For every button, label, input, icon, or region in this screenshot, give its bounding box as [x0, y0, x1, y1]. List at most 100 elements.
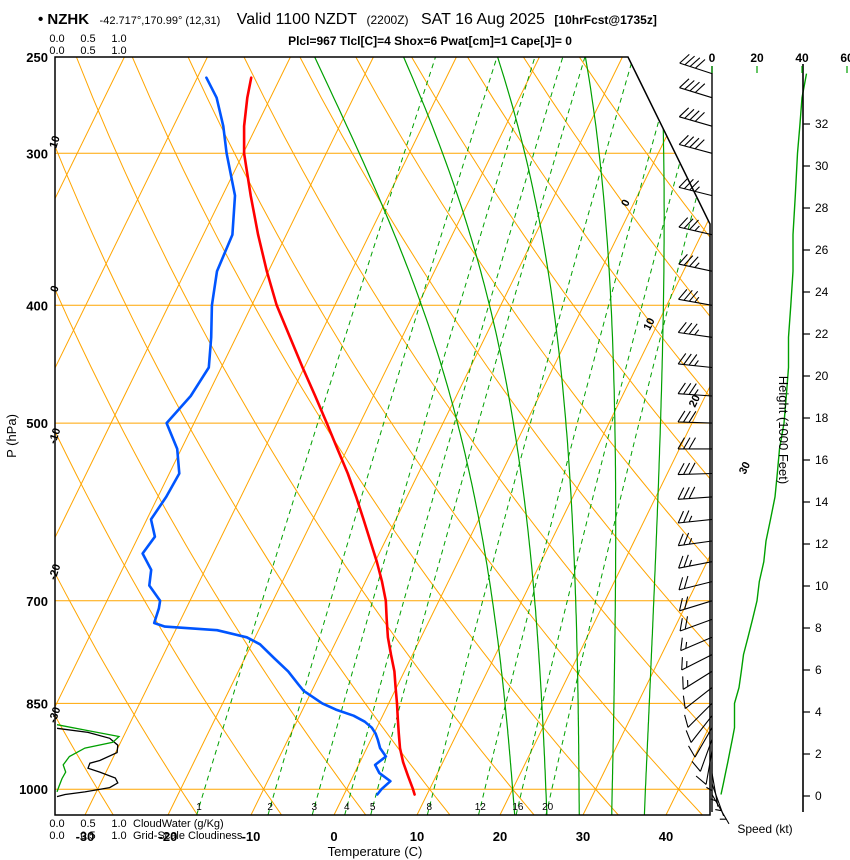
dry-adiabat-label: -30 [47, 706, 63, 725]
height-tick-label: 26 [815, 243, 829, 257]
height-tick-label: 22 [815, 327, 829, 341]
mixing-ratio-label: 8 [427, 802, 433, 813]
isotherm-label: 30 [737, 460, 753, 476]
moist-adiabat-line [497, 57, 580, 815]
mixing-ratio-label: 2 [267, 802, 273, 813]
mixing-ratio-label: 1 [196, 802, 202, 813]
mixing-ratio-label: 4 [344, 802, 350, 813]
pressure-tick-label: 300 [26, 146, 48, 161]
temp-tick-label: 40 [659, 829, 673, 844]
wind-barb [711, 794, 730, 825]
moist-adiabat-line [643, 57, 665, 815]
cloudiness-scale-top: 0.5 [80, 45, 95, 57]
wind-barb [677, 462, 713, 476]
cloudwater-legend: CloudWater (g/Kg) [133, 818, 224, 830]
cloudiness-legend: Grid-Scale Cloudiness [133, 830, 243, 842]
cloudwater-scale-bottom: 1.0 [111, 818, 126, 830]
dry-adiabat-label: -10 [47, 427, 63, 446]
wind-barb [679, 53, 713, 75]
wind-barb [679, 616, 713, 632]
temp-tick-label: 20 [493, 829, 507, 844]
wind-barb [678, 596, 713, 612]
wind-barb [706, 762, 713, 797]
pressure-tick-label: 400 [26, 298, 48, 313]
height-tick-label: 6 [815, 663, 822, 677]
mixing-ratio-label: 20 [542, 802, 554, 813]
cloudiness-scale-bottom: 0.0 [49, 830, 64, 842]
cloudwater-scale-top: 0.5 [80, 33, 95, 45]
height-tick-label: 30 [815, 159, 829, 173]
wind-barb [678, 134, 713, 154]
moist-adiabat-line [314, 57, 516, 815]
isotherm-line [55, 57, 291, 815]
wind-barbs-group [677, 53, 730, 825]
mixing-ratio-line [344, 57, 564, 815]
dry-adiabat-label: 0 [48, 284, 61, 294]
speed-tick-label: 60 [840, 51, 850, 65]
height-tick-label: 0 [815, 789, 822, 803]
moist-adiabat-line [584, 57, 617, 815]
temp-tick-label: 10 [410, 829, 424, 844]
dry-adiabat-line [467, 57, 710, 815]
mixing-ratio-line [267, 57, 498, 815]
cloudiness-scale-top: 0.0 [49, 45, 64, 57]
cloudwater-scale-bottom: 0.5 [80, 818, 95, 830]
cloudiness-scale-bottom: 1.0 [111, 830, 126, 842]
station-name: • NZHK [38, 11, 89, 28]
dry-adiabat-line [522, 57, 710, 815]
green-grid [196, 57, 710, 815]
station-coords: -42.717°,170.99° (12,31) [100, 15, 221, 27]
height-tick-label: 14 [815, 495, 829, 509]
height-tick-label: 4 [815, 705, 822, 719]
speed-axis-label: Speed (kt) [737, 822, 792, 836]
speed-curve [720, 73, 808, 795]
mixing-ratio-line [515, 57, 709, 815]
mixing-ratio-label: 3 [312, 802, 318, 813]
pressure-axis-label: P (hPa) [4, 414, 19, 458]
height-tick-label: 8 [815, 621, 822, 635]
temp-tick-label: 0 [330, 829, 337, 844]
isotherm-line [55, 57, 125, 815]
valid-time: Valid 1100 NZDT [237, 11, 358, 28]
pressure-tick-label: 250 [26, 50, 48, 65]
speed-tick-label: 40 [795, 51, 809, 65]
wind-barb [695, 750, 713, 785]
pressure-tick-label: 850 [26, 696, 48, 711]
sounding-parameters: Plcl=967 Tlcl[C]=4 Shox=6 Pwat[cm]=1 Cap… [288, 34, 572, 48]
isotherm-line [167, 57, 540, 815]
cloudiness-scale-bottom: 0.5 [80, 830, 95, 842]
height-tick-label: 16 [815, 453, 829, 467]
cloudwater-scale-top: 1.0 [111, 33, 126, 45]
speed-tick-label: 20 [750, 51, 764, 65]
wind-barb [679, 78, 713, 99]
dry-adiabat-line [131, 57, 619, 815]
mixing-ratio-line [545, 57, 710, 815]
mixing-ratio-label: 12 [475, 802, 487, 813]
temp-tick-label: -10 [242, 829, 261, 844]
pressure-tick-label: 1000 [19, 782, 48, 797]
wind-barb [677, 486, 713, 500]
height-tick-label: 28 [815, 201, 829, 215]
wind-barb [681, 654, 713, 671]
height-axis-label: Height (1000 Feet) [776, 376, 791, 484]
isotherm-line [499, 57, 710, 815]
cloudiness-scale-top: 1.0 [111, 45, 126, 57]
wind-barb [678, 575, 713, 591]
dry-adiabat-line [243, 57, 710, 815]
wind-barb [677, 353, 713, 369]
wind-barb [684, 703, 713, 728]
cloudiness-curve [56, 727, 119, 798]
isotherm-line [55, 57, 374, 815]
isotherm-line [250, 57, 623, 815]
mixing-ratio-label: 5 [370, 802, 376, 813]
wind-barb [677, 321, 713, 338]
height-tick-label: 10 [815, 579, 829, 593]
mixing-ratio-line [426, 57, 634, 815]
dry-adiabat-line [299, 57, 710, 815]
isotherm-label: 10 [642, 316, 658, 332]
wind-barb [711, 783, 725, 817]
wind-barb [677, 532, 713, 547]
